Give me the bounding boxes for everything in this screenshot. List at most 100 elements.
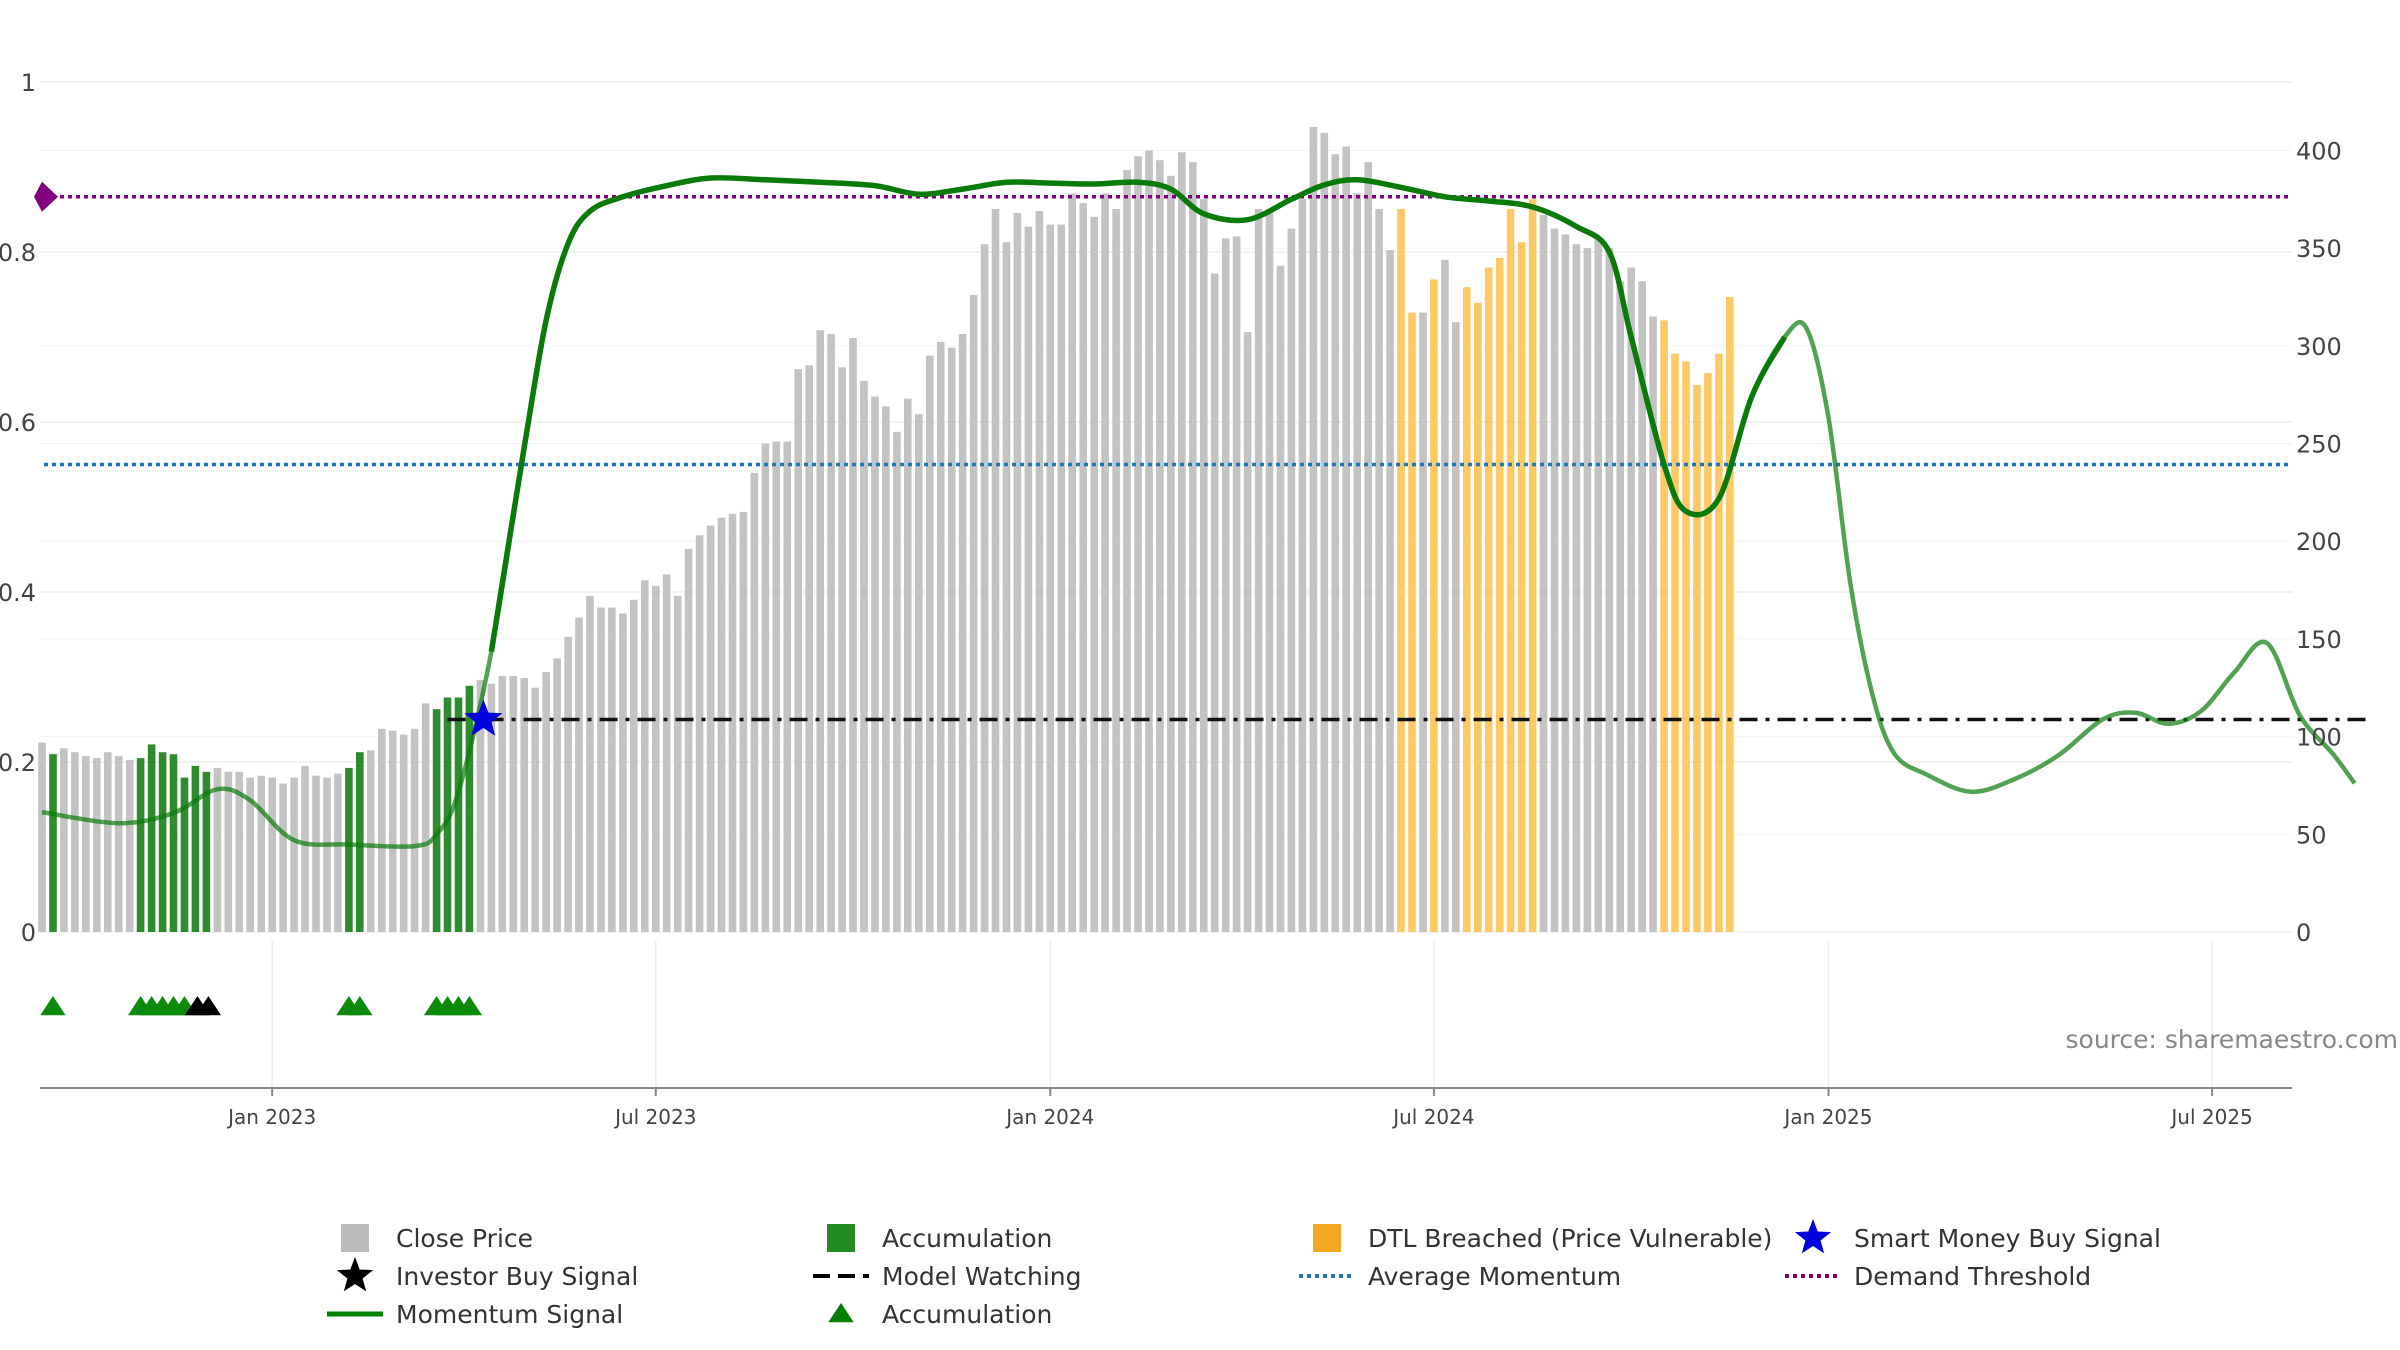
price-bars	[38, 126, 1734, 933]
close-price-bar	[1035, 211, 1044, 932]
left-tick-label: 0.8	[0, 239, 36, 267]
right-tick-label: 150	[2296, 626, 2342, 654]
x-tick-label: Jan 2025	[1782, 1105, 1872, 1129]
close-price-bar	[1254, 209, 1263, 932]
close-price-bar	[114, 756, 123, 932]
close-price-bar	[684, 549, 693, 932]
close-price-bar	[1134, 156, 1142, 933]
accumulation-bar	[136, 758, 145, 932]
close-price-bar	[1638, 281, 1646, 932]
close-price-bar	[1550, 228, 1559, 933]
close-price-bar	[947, 347, 956, 932]
close-price-bar	[410, 728, 419, 932]
legend-swatch	[341, 1224, 369, 1252]
close-price-bar	[312, 775, 320, 932]
close-price-bar	[641, 580, 649, 932]
close-price-bar	[904, 398, 912, 933]
dtl-breached-bar	[1528, 199, 1537, 932]
close-price-bar	[838, 367, 846, 932]
legend-swatch	[1313, 1224, 1341, 1252]
x-tick-label: Jul 2023	[613, 1105, 696, 1129]
close-price-bar	[1276, 265, 1285, 932]
close-price-bar	[38, 742, 46, 932]
close-price-bar	[575, 617, 583, 932]
right-tick-label: 50	[2296, 821, 2327, 849]
legend-item: Demand Threshold	[1785, 1262, 2091, 1291]
legend-label: Momentum Signal	[396, 1300, 623, 1329]
accumulation-marker	[40, 996, 66, 1016]
close-price-bar	[1539, 214, 1548, 932]
close-price-bar	[1353, 193, 1361, 932]
close-price-bar	[1221, 238, 1230, 933]
x-axis-ticks: Jan 2023 Jul 2023 Jan 2024 Jul 2024 Jan 2025…	[226, 1088, 2253, 1129]
momentum-signal-bold	[488, 175, 1788, 652]
close-price-bar	[794, 369, 802, 932]
close-price-bar	[1057, 224, 1066, 933]
close-price-bar	[1320, 132, 1329, 933]
close-price-bar	[783, 441, 792, 932]
close-price-bar	[1364, 162, 1372, 933]
left-tick-label: 1	[21, 69, 36, 97]
close-price-bar	[1298, 199, 1307, 932]
left-tick-label: 0.2	[0, 749, 36, 777]
close-price-bar	[860, 381, 868, 932]
right-tick-label: 300	[2296, 333, 2342, 361]
left-axis-ticks: 0 0.2 0.4 0.6 0.8 1	[0, 69, 36, 947]
close-price-bar	[958, 334, 967, 933]
horizontal-reference-lines	[34, 181, 2366, 722]
dtl-breached-bar	[1430, 279, 1438, 932]
close-price-bar	[1101, 193, 1109, 932]
dtl-breached-bar	[1704, 373, 1712, 933]
close-price-bar	[1167, 175, 1175, 933]
close-price-bar	[60, 748, 68, 932]
dtl-breached-bar	[1408, 312, 1416, 933]
close-price-bar	[630, 599, 638, 932]
close-price-bar	[805, 365, 813, 932]
close-price-bar	[1419, 312, 1427, 933]
close-price-bar	[1452, 322, 1460, 932]
close-price-bar	[652, 586, 660, 932]
close-price-bar	[871, 396, 879, 933]
close-price-bar	[1561, 234, 1570, 932]
dtl-breached-bar	[1484, 267, 1493, 933]
close-price-bar	[1583, 248, 1592, 933]
legend-label: DTL Breached (Price Vulnerable)	[1368, 1224, 1772, 1253]
legend-label: Close Price	[396, 1224, 533, 1253]
close-price-bar	[367, 750, 375, 932]
demand-threshold-marker	[34, 181, 58, 212]
close-price-bar	[1287, 228, 1296, 933]
lower-marker-strip	[40, 996, 483, 1016]
dtl-breached-bar	[1671, 353, 1679, 933]
dtl-breached-bar	[1682, 361, 1690, 932]
close-price-bar	[301, 765, 309, 932]
close-price-bar	[1331, 154, 1340, 933]
close-price-bar	[1265, 209, 1274, 932]
x-tick-label: Jul 2025	[2169, 1105, 2252, 1129]
close-price-bar	[1342, 146, 1350, 932]
close-price-bar	[586, 595, 594, 932]
close-price-bar	[597, 607, 605, 932]
right-axis-ticks: 0 50 100 150 200 250 300 350 400	[2296, 137, 2342, 947]
close-price-bar	[1616, 281, 1624, 932]
accumulation-marker	[347, 996, 373, 1016]
right-tick-label: 250	[2296, 430, 2342, 458]
accumulation-bar	[180, 777, 189, 932]
left-tick-label: 0.6	[0, 409, 36, 437]
close-price-bar	[1112, 209, 1120, 932]
right-tick-label: 200	[2296, 528, 2342, 556]
close-price-bar	[1375, 209, 1383, 932]
signal-markers	[464, 699, 503, 736]
close-price-bar	[608, 607, 616, 932]
legend-item: Momentum Signal	[327, 1300, 623, 1329]
close-price-bar	[1046, 224, 1055, 933]
close-price-bar	[1200, 199, 1208, 932]
left-tick-label: 0.4	[0, 579, 36, 607]
dtl-breached-bar	[1726, 296, 1734, 932]
close-price-bar	[213, 767, 222, 932]
close-price-bar	[882, 406, 890, 932]
close-price-bar	[695, 535, 704, 932]
close-price-bar	[1002, 242, 1011, 932]
left-tick-label: 0	[21, 919, 36, 947]
close-price-bar	[849, 338, 857, 932]
